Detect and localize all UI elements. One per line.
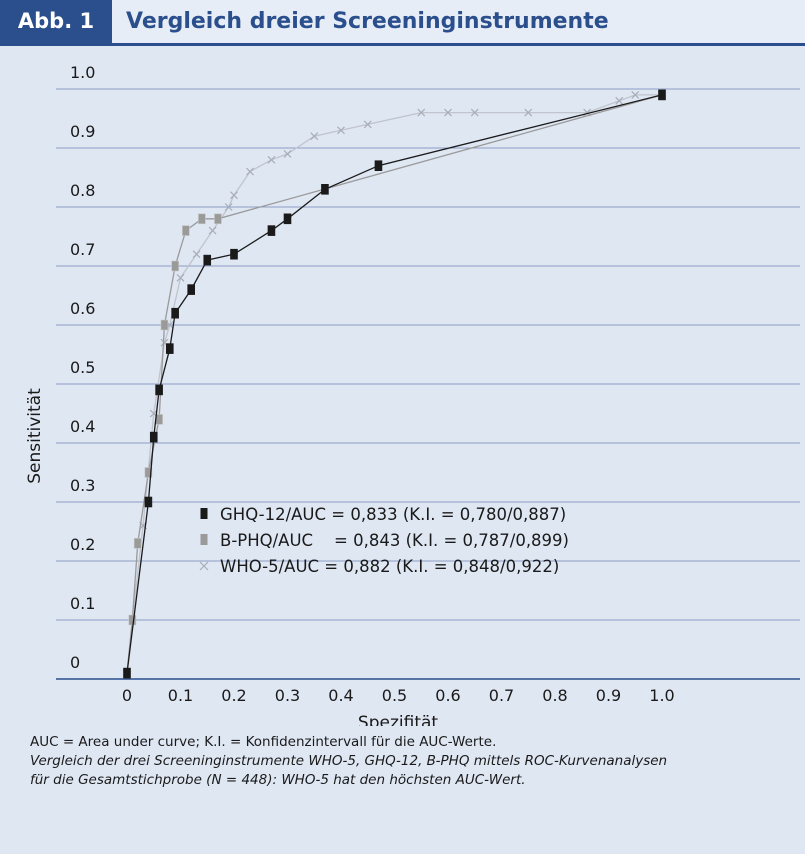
x-tick-label: 0 (122, 686, 132, 705)
legend-marker (199, 561, 209, 571)
data-point (374, 160, 383, 171)
x-tick-label: 0.9 (596, 686, 621, 705)
data-point (198, 213, 206, 225)
x-tick-labels: 0 0.1 0.2 0.3 0.4 0.5 0.6 0.7 0.8 0.9 1.0 (122, 686, 675, 705)
figure-caption: AUC = Area under curve; K.I. = Konfidenz… (30, 733, 800, 790)
legend-marker (200, 534, 208, 545)
data-point (166, 343, 174, 354)
data-point (283, 213, 292, 225)
caption-line-2: Vergleich der drei Screeninginstrumente … (30, 753, 668, 769)
data-point (321, 184, 329, 195)
figure-number: Abb. 1 (0, 0, 112, 43)
data-point (337, 126, 345, 135)
y-tick-label: 0.4 (70, 417, 95, 436)
data-point (224, 203, 233, 211)
x-tick-label: 0.7 (489, 686, 514, 705)
figure-title: Vergleich dreier Screeninginstrumente (126, 9, 609, 34)
series-0 (123, 89, 666, 679)
x-tick-label: 0.1 (168, 686, 193, 705)
caption-line-1: AUC = Area under curve; K.I. = Konfidenz… (30, 734, 497, 750)
data-point (187, 284, 195, 295)
data-point (149, 431, 158, 443)
roc-chart: 00.10.20.30.40.50.60.70.80.91.0 0 0.1 0.2 0… (25, 63, 800, 726)
data-point (631, 90, 640, 99)
data-point (417, 108, 426, 117)
x-tick-label: 0.5 (382, 686, 407, 705)
y-tick-label: 0.8 (70, 181, 95, 200)
data-point (123, 667, 131, 679)
data-point (128, 614, 137, 626)
legend: GHQ-12/AUC = 0,833 (K.I. = 0,780/0,887) B… (199, 505, 569, 576)
y-tick-label: 0.2 (70, 535, 95, 554)
data-point (267, 225, 276, 236)
y-tick-label: 0.9 (70, 122, 95, 141)
x-tick-label: 0.6 (435, 686, 460, 705)
data-point (470, 108, 479, 117)
x-tick-label: 0.8 (542, 686, 567, 705)
y-tick-labels: 0 0.1 0.2 0.3 0.4 0.5 0.6 0.7 0.8 0.9 1.0 (70, 63, 95, 672)
data-point (246, 167, 254, 176)
data-point (267, 155, 276, 164)
grid-lines (56, 88, 800, 680)
y-tick-label: 0.7 (70, 240, 95, 259)
data-point (192, 250, 201, 259)
data-point (176, 273, 185, 282)
data-point (144, 496, 153, 508)
data-point (155, 384, 163, 396)
data-point (160, 319, 169, 331)
y-tick-label: 0.6 (70, 299, 95, 318)
series-line (126, 94, 663, 674)
y-axis-label: Sensitivität (25, 388, 45, 484)
data-point (444, 108, 452, 117)
y-tick-label: 0.5 (70, 358, 95, 377)
data-point (133, 537, 142, 549)
data-point (658, 89, 666, 101)
data-point (230, 248, 238, 260)
y-tick-label: 0.3 (70, 476, 95, 495)
legend-entry: B-PHQ/AUC = 0,843 (K.I. = 0,787/0,899) (220, 531, 569, 550)
y-tick-label: 0 (70, 653, 80, 672)
data-point (615, 96, 624, 105)
data-point (208, 226, 217, 235)
x-tick-label: 0.2 (221, 686, 246, 705)
legend-entry: WHO-5/AUC = 0,882 (K.I. = 0,848/0,922) (220, 557, 559, 576)
y-tick-label: 0.1 (70, 594, 95, 613)
x-tick-label: 0.3 (275, 686, 300, 705)
x-tick-label: 0.4 (328, 686, 353, 705)
data-point (230, 191, 238, 200)
x-tick-label: 1.0 (649, 686, 674, 705)
caption-line-3: für die Gesamtstichprobe (N = 448): WHO-… (30, 772, 526, 788)
series-layer (123, 89, 666, 679)
data-point (363, 120, 372, 129)
data-point (214, 213, 222, 225)
y-tick-label: 1.0 (70, 63, 95, 82)
legend-marker (200, 508, 208, 519)
data-point (171, 260, 179, 272)
figure-header: Abb. 1 Vergleich dreier Screeninginstrum… (0, 0, 805, 46)
legend-entry: GHQ-12/AUC = 0,833 (K.I. = 0,780/0,887) (220, 505, 566, 524)
data-point (283, 149, 292, 158)
x-axis-label: Spezifität (358, 713, 438, 726)
data-point (203, 254, 212, 266)
data-point (310, 132, 319, 141)
data-point (171, 307, 179, 319)
data-point (182, 225, 190, 236)
data-point (524, 108, 533, 117)
data-point (144, 467, 153, 478)
